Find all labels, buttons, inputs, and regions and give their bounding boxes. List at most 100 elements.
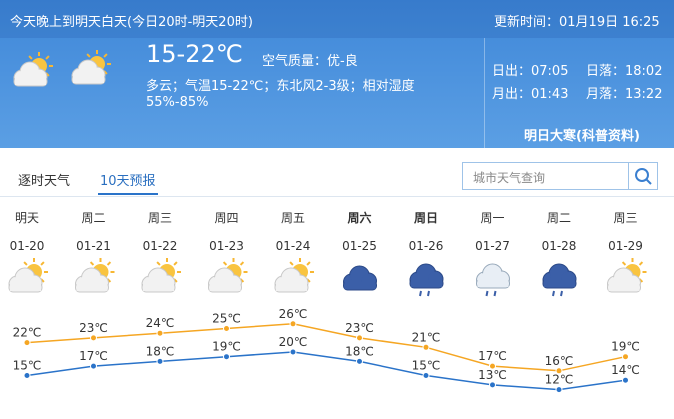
high-line	[26, 323, 626, 372]
separator	[0, 196, 674, 197]
cloud-fill	[411, 280, 442, 287]
header-title: 今天晚上到明天白天(今日20时-明天20时)	[10, 15, 253, 30]
tab-underline	[98, 193, 158, 195]
today-icons	[13, 50, 111, 87]
sun-ray	[45, 55, 50, 60]
temp-point	[156, 329, 164, 337]
sun-ray	[103, 53, 108, 58]
temp-label: 20℃	[279, 335, 308, 349]
sun-ray	[89, 261, 95, 266]
cloud	[607, 267, 641, 293]
cloud-fill	[76, 284, 108, 291]
temp-point	[489, 362, 496, 370]
rain-drop	[485, 290, 489, 297]
cloud	[409, 263, 444, 289]
sunrise: 日出：07:05	[492, 64, 569, 79]
temp-label: 13℃	[478, 368, 507, 382]
cloud	[75, 267, 109, 293]
temp-point	[622, 376, 629, 384]
low-line	[26, 351, 626, 391]
day-name: 周二	[547, 211, 571, 225]
temp-point	[90, 334, 97, 342]
rain-drop	[560, 290, 563, 297]
temp-label: 18℃	[146, 344, 175, 358]
temp-label: 16℃	[545, 354, 574, 368]
temp-label: 18℃	[345, 344, 374, 358]
date: 01-20	[10, 239, 45, 253]
day-name: 周二	[81, 211, 105, 225]
temp-point	[289, 320, 297, 328]
moonrise: 月出：01:43	[492, 87, 569, 102]
moonset: 月落：13:22	[586, 87, 663, 102]
temp-label: 23℃	[79, 321, 108, 335]
temp-point	[356, 357, 363, 365]
temp-point	[23, 372, 31, 379]
cloud-fill	[344, 282, 376, 289]
cloud-fill	[15, 78, 46, 85]
sun-ray	[289, 261, 294, 266]
sun-ray	[106, 261, 112, 266]
rain-drop	[427, 290, 430, 297]
sun-ray	[621, 261, 627, 266]
cloud-fill	[73, 76, 104, 83]
date: 01-23	[209, 239, 244, 253]
temp-label: 17℃	[79, 349, 108, 363]
temp-point	[223, 353, 230, 361]
date: 01-28	[542, 239, 577, 253]
today-description: 多云；气温15-22℃；东北风2-3级；相对湿度	[146, 79, 415, 94]
sun-ray	[306, 261, 311, 266]
temp-point	[422, 372, 430, 379]
cloud	[542, 263, 577, 289]
cloud-fill	[10, 284, 41, 291]
air-quality: 空气质量：优-良	[262, 54, 358, 69]
divider	[484, 38, 485, 148]
temp-point	[422, 343, 430, 351]
cloud	[208, 267, 242, 293]
sun-ray	[638, 261, 644, 266]
date: 01-21	[76, 239, 111, 253]
cloud	[13, 61, 48, 87]
top-bar	[0, 0, 674, 38]
search-placeholder: 城市天气查询	[473, 171, 546, 185]
sun-ray	[23, 261, 28, 266]
temp-point	[555, 367, 563, 375]
rain-drop	[552, 290, 555, 297]
temp-point	[356, 334, 363, 342]
day-name: 周日	[414, 211, 438, 225]
today-humidity: 55%-85%	[146, 95, 209, 110]
cloud	[71, 59, 106, 85]
cloud-fill	[276, 284, 307, 291]
cloud	[343, 265, 377, 291]
sun-ray	[239, 261, 245, 266]
cloud	[141, 267, 176, 293]
banner	[0, 0, 674, 148]
temp-label: 12℃	[545, 373, 574, 387]
solar-term-link[interactable]: 明日大寒(科普资料)	[524, 129, 640, 144]
day-name: 周六	[347, 210, 371, 225]
search-box[interactable]: 城市天气查询	[462, 162, 658, 190]
tab[interactable]: 逐时天气	[18, 174, 71, 189]
day-name: 周三	[613, 211, 637, 225]
date: 01-25	[342, 239, 377, 253]
temp-label: 15℃	[412, 359, 441, 373]
cloud	[274, 267, 309, 293]
date: 01-29	[608, 239, 643, 253]
date: 01-24	[276, 239, 311, 253]
cloud	[476, 263, 510, 289]
update-time: 更新时间：01月19日 16:25	[494, 15, 660, 30]
today-temperature: 15-22℃	[146, 40, 243, 68]
tab-active[interactable]: 10天预报	[100, 174, 156, 189]
temp-label: 22℃	[13, 326, 42, 340]
temp-label: 25℃	[212, 312, 241, 326]
sun-ray	[40, 261, 45, 266]
cloud-fill	[608, 284, 640, 291]
date: 01-27	[475, 239, 510, 253]
search-button[interactable]	[628, 163, 657, 189]
temp-label: 21℃	[412, 330, 441, 344]
temp-label: 24℃	[146, 316, 175, 330]
cloud-fill	[143, 284, 174, 291]
temp-point	[555, 386, 563, 394]
search-icon	[635, 168, 652, 185]
date: 01-26	[409, 239, 444, 253]
